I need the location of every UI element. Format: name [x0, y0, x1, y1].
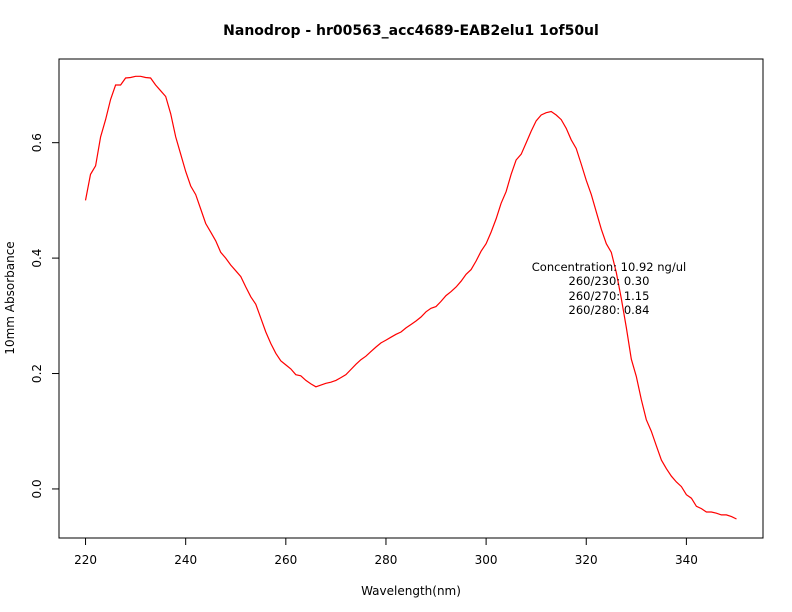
- annotation-concentration: Concentration: 10.92 ng/ul: [532, 260, 686, 274]
- y-tick-label: 0.4: [30, 249, 44, 268]
- plot-frame: [58, 58, 764, 539]
- x-axis-label: Wavelength(nm): [361, 584, 461, 598]
- x-tick-label: 340: [675, 553, 698, 567]
- annotation-ratio-260-230: 260/230: 0.30: [569, 274, 650, 288]
- chart-title: Nanodrop - hr00563_acc4689-EAB2elu1 1of5…: [223, 23, 599, 39]
- y-tick-label: 0.2: [30, 364, 44, 383]
- x-axis: 220 240 260 280 300 320 340: [74, 537, 698, 567]
- x-tick-label: 240: [174, 553, 197, 567]
- stats-annotation: Concentration: 10.92 ng/ul 260/230: 0.30…: [532, 260, 686, 317]
- absorbance-series-line: [84, 75, 737, 520]
- y-axis-label: 10mm Absorbance: [3, 241, 17, 354]
- annotation-ratio-260-270: 260/270: 1.15: [569, 289, 650, 303]
- x-tick-label: 260: [274, 553, 297, 567]
- x-tick-label: 220: [74, 553, 97, 567]
- annotation-ratio-260-280: 260/280: 0.84: [569, 303, 650, 317]
- y-tick-label: 0.6: [30, 133, 44, 152]
- x-tick-label: 300: [475, 553, 498, 567]
- y-axis: 0.0 0.2 0.4 0.6: [30, 133, 60, 498]
- x-tick-label: 320: [575, 553, 598, 567]
- y-tick-label: 0.0: [30, 479, 44, 498]
- series-layer: [84, 75, 737, 520]
- x-tick-label: 280: [375, 553, 398, 567]
